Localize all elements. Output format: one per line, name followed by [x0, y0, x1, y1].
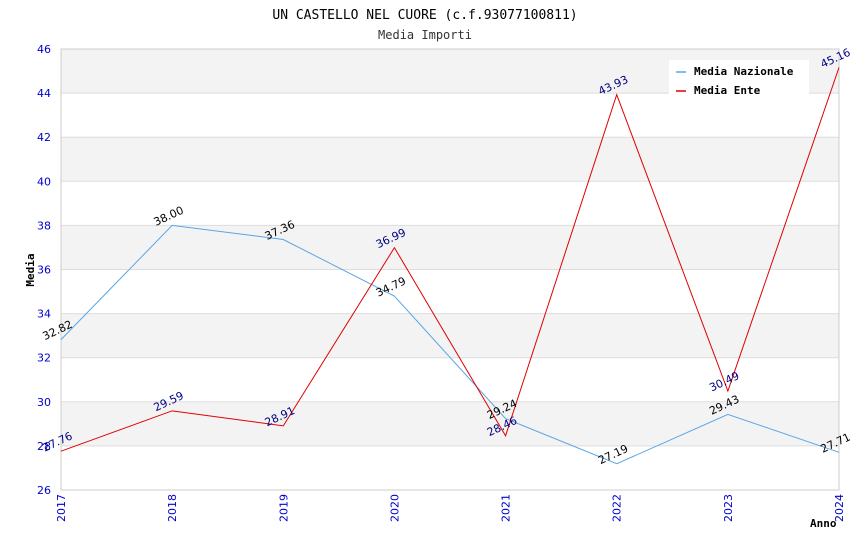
- x-axis-title: Anno: [810, 517, 837, 530]
- x-tick-label: 2018: [166, 494, 179, 522]
- y-tick-label: 42: [37, 131, 51, 144]
- data-label: 34.79: [374, 274, 408, 299]
- plot-band: [61, 313, 839, 358]
- plot-area-frame: [60, 48, 840, 491]
- x-tick-label: 2022: [611, 494, 624, 522]
- data-label: 27.76: [40, 429, 74, 454]
- plot-band: [61, 137, 839, 182]
- y-tick-label: 46: [37, 43, 51, 56]
- y-tick-label: 40: [37, 175, 51, 188]
- y-axis-title: Media: [24, 253, 37, 286]
- y-tick-label: 32: [37, 352, 51, 365]
- series-lines: [60, 67, 840, 465]
- data-label: 30.49: [707, 369, 741, 394]
- y-tick-label: 36: [37, 264, 51, 277]
- legend-box: [669, 60, 809, 96]
- chart-title: UN CASTELLO NEL CUORE (c.f.93077100811): [272, 8, 577, 23]
- x-tick-label: 2020: [388, 494, 401, 522]
- plot-band: [61, 401, 839, 446]
- series-line-media-nazionale: [60, 224, 840, 465]
- x-tick-label: 2021: [500, 494, 513, 522]
- y-tick-label: 44: [37, 87, 51, 100]
- x-tick-labels: 2017 2018 2019 2020 2021 2022 2023 2024: [55, 494, 846, 522]
- y-tick-labels: 26 28 30 32 34 36 38 40 42 44 46: [37, 43, 51, 497]
- y-tick-label: 26: [37, 484, 51, 497]
- legend-label-media-ente: Media Ente: [694, 84, 761, 97]
- chart-subtitle: Media Importi: [378, 28, 472, 42]
- y-tick-label: 30: [37, 396, 51, 409]
- legend: Media Nazionale Media Ente: [669, 60, 809, 97]
- x-tick-label: 2024: [833, 494, 846, 522]
- grid-lines: [61, 48, 839, 491]
- y-tick-label: 28: [37, 440, 51, 453]
- x-tick-label: 2017: [55, 494, 68, 522]
- plot-band: [61, 225, 839, 270]
- series-line-media-ente: [60, 67, 840, 452]
- x-tick-label: 2019: [277, 494, 290, 522]
- y-tick-label: 34: [37, 308, 51, 321]
- y-tick-label: 38: [37, 219, 51, 232]
- x-tick-label: 2023: [722, 494, 735, 522]
- legend-label-media-nazionale: Media Nazionale: [694, 65, 794, 78]
- plot-bands: [61, 49, 839, 446]
